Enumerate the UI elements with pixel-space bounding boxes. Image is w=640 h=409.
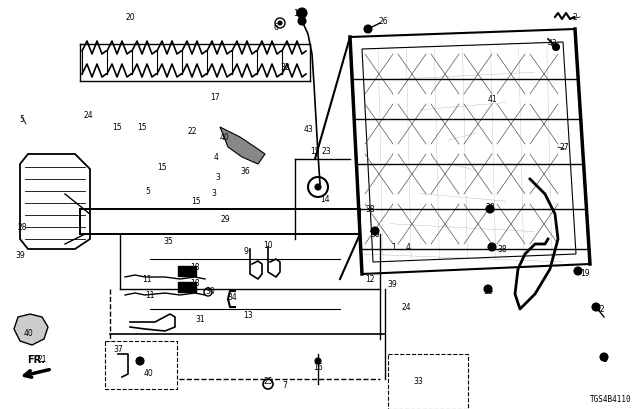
Text: 9: 9	[244, 247, 248, 256]
Text: 23: 23	[321, 147, 331, 156]
Polygon shape	[14, 314, 48, 345]
Text: 15: 15	[157, 163, 167, 172]
Text: 19: 19	[293, 9, 303, 18]
Text: 18: 18	[190, 263, 200, 272]
Text: 17: 17	[210, 93, 220, 102]
Text: 38: 38	[485, 203, 495, 212]
Text: 4: 4	[214, 153, 218, 162]
FancyBboxPatch shape	[178, 266, 196, 276]
Text: 21: 21	[37, 355, 47, 364]
Text: 38: 38	[483, 287, 493, 296]
Circle shape	[136, 357, 144, 365]
Text: 16: 16	[313, 363, 323, 372]
Text: 32: 32	[280, 63, 290, 72]
Text: 43: 43	[303, 125, 313, 134]
Text: 39: 39	[387, 280, 397, 289]
Text: 36: 36	[240, 167, 250, 176]
Text: 42: 42	[595, 305, 605, 314]
Text: 40: 40	[143, 369, 153, 378]
Text: 10: 10	[263, 241, 273, 250]
Text: 29: 29	[220, 215, 230, 224]
Circle shape	[315, 358, 321, 364]
Text: 30: 30	[205, 287, 215, 296]
Text: 12: 12	[365, 275, 375, 284]
Text: 15: 15	[112, 123, 122, 132]
Circle shape	[574, 267, 582, 275]
Circle shape	[552, 45, 559, 52]
Circle shape	[592, 303, 600, 311]
Text: 7: 7	[283, 380, 287, 389]
Circle shape	[278, 22, 282, 26]
Text: 15: 15	[310, 147, 320, 156]
Text: FR.: FR.	[27, 354, 45, 364]
Text: 33: 33	[413, 377, 423, 386]
Text: 11: 11	[145, 291, 155, 300]
Text: 31: 31	[195, 315, 205, 324]
Text: 20: 20	[125, 13, 135, 22]
Circle shape	[488, 243, 496, 252]
FancyBboxPatch shape	[105, 341, 177, 389]
Text: 24: 24	[401, 303, 411, 312]
Text: 35: 35	[163, 237, 173, 246]
Text: 11: 11	[142, 275, 152, 284]
Text: 8: 8	[603, 355, 607, 364]
Circle shape	[600, 353, 608, 361]
Text: 37: 37	[113, 345, 123, 354]
Text: 34: 34	[227, 293, 237, 302]
Text: 43: 43	[548, 39, 558, 48]
Circle shape	[371, 227, 379, 236]
FancyBboxPatch shape	[178, 282, 196, 292]
Text: 27: 27	[559, 143, 569, 152]
Text: 38: 38	[365, 205, 375, 214]
Polygon shape	[220, 128, 265, 164]
Text: 13: 13	[243, 311, 253, 320]
Text: 40: 40	[219, 133, 229, 142]
Text: 3: 3	[216, 173, 220, 182]
Text: 28: 28	[17, 223, 27, 232]
Text: 5: 5	[20, 115, 24, 124]
Text: 6: 6	[273, 23, 278, 32]
Text: 15: 15	[137, 123, 147, 132]
FancyBboxPatch shape	[388, 354, 468, 409]
Text: 22: 22	[188, 127, 196, 136]
Text: 18: 18	[190, 279, 200, 288]
Text: 2: 2	[573, 13, 577, 22]
Text: TGS4B4110: TGS4B4110	[590, 394, 632, 403]
Text: 19: 19	[580, 269, 590, 278]
Text: 38: 38	[370, 230, 380, 239]
Text: 40: 40	[23, 329, 33, 338]
Circle shape	[315, 184, 321, 191]
Text: 26: 26	[378, 18, 388, 27]
Text: 15: 15	[191, 197, 201, 206]
Text: 39: 39	[15, 250, 25, 259]
Text: 14: 14	[320, 195, 330, 204]
Text: 41: 41	[487, 95, 497, 104]
Text: 25: 25	[263, 377, 273, 386]
Text: 4: 4	[406, 243, 410, 252]
Circle shape	[298, 18, 306, 26]
Circle shape	[486, 205, 494, 213]
Text: 5: 5	[145, 187, 150, 196]
Text: 1: 1	[392, 243, 396, 252]
Circle shape	[484, 285, 492, 293]
Circle shape	[364, 26, 372, 34]
Circle shape	[297, 9, 307, 19]
Text: 3: 3	[212, 189, 216, 198]
Text: 38: 38	[497, 245, 507, 254]
Text: 24: 24	[83, 110, 93, 119]
